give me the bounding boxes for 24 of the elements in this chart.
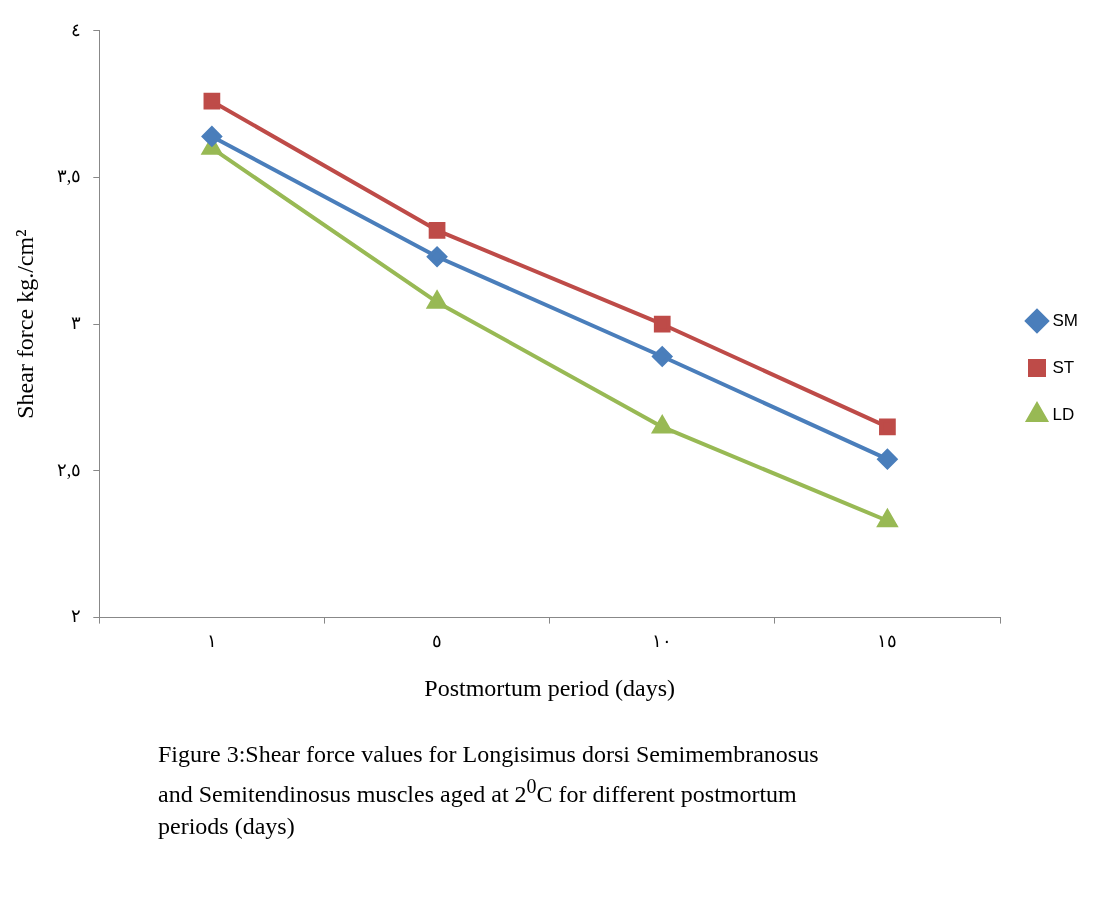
point [653, 315, 671, 333]
legend-label: LD [1052, 404, 1075, 424]
y-tick-label: ٢ [71, 606, 82, 627]
y-tick-label: ٣,٥ [56, 166, 82, 187]
y-tick-label: ٣ [71, 312, 82, 333]
point [203, 92, 221, 110]
x-tick-label: ١٥ [877, 631, 898, 652]
x-tick-label: ١ [206, 631, 217, 652]
x-tick-label: ٥ [432, 631, 443, 652]
point [428, 221, 446, 239]
point [427, 291, 447, 309]
legend-label: ST [1052, 357, 1075, 377]
point [427, 246, 448, 267]
point [877, 449, 898, 470]
point [201, 126, 222, 147]
y-axis-title: Shear force kg./cm² [11, 229, 38, 419]
x-tick-label: ١٠ [652, 631, 673, 652]
text: Figure 3:Shear force values for Longisimus dorsi Semimembranosus and Semitendinosus muscles aged at 2$^{0}$C for different postmortum periods (days) [158, 741, 819, 839]
y-tick-label: ٤ [71, 19, 82, 40]
y-tick-label: ٢,٥ [56, 459, 82, 480]
point [879, 418, 896, 436]
legend-label: SM [1052, 310, 1078, 330]
point [652, 346, 673, 367]
x-axis-title: Postmortum period (days) [424, 674, 675, 701]
